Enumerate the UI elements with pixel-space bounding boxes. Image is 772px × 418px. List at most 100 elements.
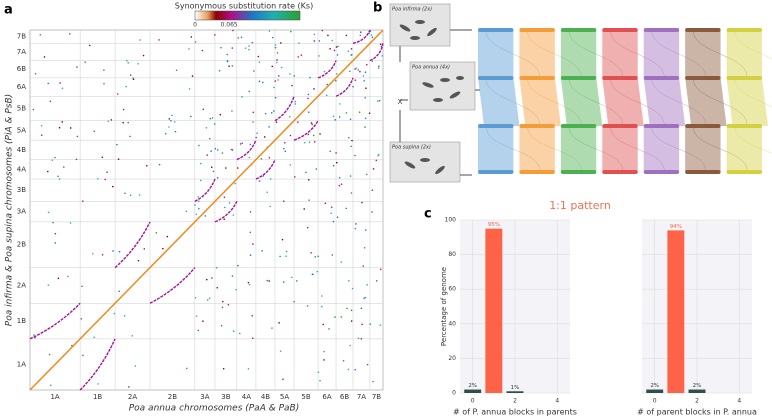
synteny-dot <box>211 277 213 279</box>
synteny-dot <box>248 45 250 47</box>
cross-link <box>610 29 665 79</box>
synteny-dot <box>308 199 310 201</box>
synteny-dot <box>206 154 209 156</box>
synteny-dot <box>313 141 316 143</box>
synteny-dot <box>125 85 127 88</box>
synteny-dot <box>269 205 272 208</box>
synteny-dot <box>103 69 105 71</box>
synteny-dot <box>371 36 374 39</box>
y-tick-label: 20 <box>448 355 456 362</box>
synteny-dot <box>336 54 339 56</box>
synteny-dot <box>47 211 50 214</box>
colorbar-tick-label: 0 <box>193 22 197 29</box>
chromosome-bar <box>685 170 721 174</box>
synteny-dot <box>223 218 225 221</box>
chromosome-bar <box>726 170 762 174</box>
synteny-dot <box>220 324 223 327</box>
synteny-dot <box>350 309 353 312</box>
chromosome-bar <box>560 170 597 174</box>
synteny-dot <box>354 79 357 81</box>
synteny-dot <box>314 256 317 258</box>
synteny-dot <box>347 136 350 139</box>
ribbon <box>726 30 762 78</box>
cross-link <box>485 77 541 127</box>
chromosome-bar <box>726 76 762 80</box>
synteny-dot <box>118 290 121 293</box>
synteny-dot <box>195 315 198 317</box>
synteny-dot <box>188 48 190 50</box>
cross-link <box>527 29 582 79</box>
x-axis-title: # of parent blocks in P. annua <box>637 408 757 417</box>
synteny-dot <box>294 176 296 178</box>
synteny-dot <box>281 238 284 241</box>
synteny-dot <box>290 276 293 279</box>
synteny-dot <box>261 249 263 252</box>
synteny-dot <box>225 167 227 169</box>
chromosome-bar <box>560 76 597 80</box>
synteny-dot <box>350 145 353 148</box>
synteny-dot <box>278 322 280 324</box>
synteny-dot <box>278 75 280 77</box>
synteny-dot <box>67 275 69 278</box>
synteny-dot <box>69 222 72 224</box>
synteny-dot <box>342 359 345 362</box>
bar <box>464 389 482 393</box>
synteny-dot <box>319 379 321 382</box>
synteny-dot <box>284 141 286 144</box>
homeolog-arc <box>149 267 196 304</box>
synteny-dot <box>269 178 272 180</box>
synteny-dot <box>280 66 283 69</box>
y-tick-label: 1B <box>17 317 26 325</box>
synteny-dot <box>251 315 253 317</box>
synteny-dot <box>82 354 84 357</box>
synteny-dot <box>262 175 265 177</box>
chromosome-bar <box>643 124 680 128</box>
cross-link <box>527 125 582 173</box>
synteny-dot <box>234 182 236 185</box>
homeolog-arc <box>317 60 337 79</box>
cross-link <box>651 125 707 173</box>
synteny-dot <box>335 73 338 75</box>
synteny-dot <box>335 161 338 164</box>
synteny-dot <box>317 255 320 258</box>
synteny-dot <box>138 194 141 196</box>
synteny-dot <box>368 112 371 114</box>
synteny-dot <box>206 299 209 301</box>
synteny-dot <box>360 337 363 340</box>
synteny-dot <box>231 65 234 67</box>
synteny-dot <box>58 126 61 129</box>
synteny-dot <box>82 200 84 202</box>
synteny-dot <box>272 36 274 39</box>
synteny-dot <box>377 67 380 69</box>
synteny-dot <box>338 184 341 187</box>
synteny-dot <box>84 61 86 64</box>
synteny-dot <box>296 280 298 282</box>
synteny-dot <box>271 65 274 68</box>
synteny-dot <box>338 176 341 179</box>
synteny-dot <box>366 284 368 286</box>
synteny-dot <box>214 147 217 150</box>
synteny-dot <box>263 136 266 138</box>
synteny-dot <box>103 82 105 85</box>
synteny-dot <box>363 80 365 82</box>
synteny-dot <box>58 178 61 180</box>
x-tick-label: 1A <box>50 393 59 401</box>
cross-link <box>610 77 665 127</box>
synteny-dot <box>162 247 164 250</box>
synteny-dot <box>256 132 259 134</box>
synteny-dot <box>199 179 202 182</box>
synteny-dot <box>226 60 229 63</box>
synteny-dot <box>127 62 130 64</box>
synteny-dot <box>318 55 320 57</box>
synteny-dot <box>284 150 287 153</box>
cross-symbol: X <box>398 98 403 106</box>
synteny-dot <box>198 144 200 147</box>
synteny-dot <box>129 135 131 138</box>
synteny-dot <box>380 45 383 48</box>
synteny-dot <box>124 192 126 195</box>
synteny-dot <box>347 368 350 371</box>
synteny-dot <box>145 165 148 167</box>
synteny-dot <box>323 359 325 361</box>
ribbon <box>726 78 768 126</box>
synteny-dot <box>308 141 311 144</box>
